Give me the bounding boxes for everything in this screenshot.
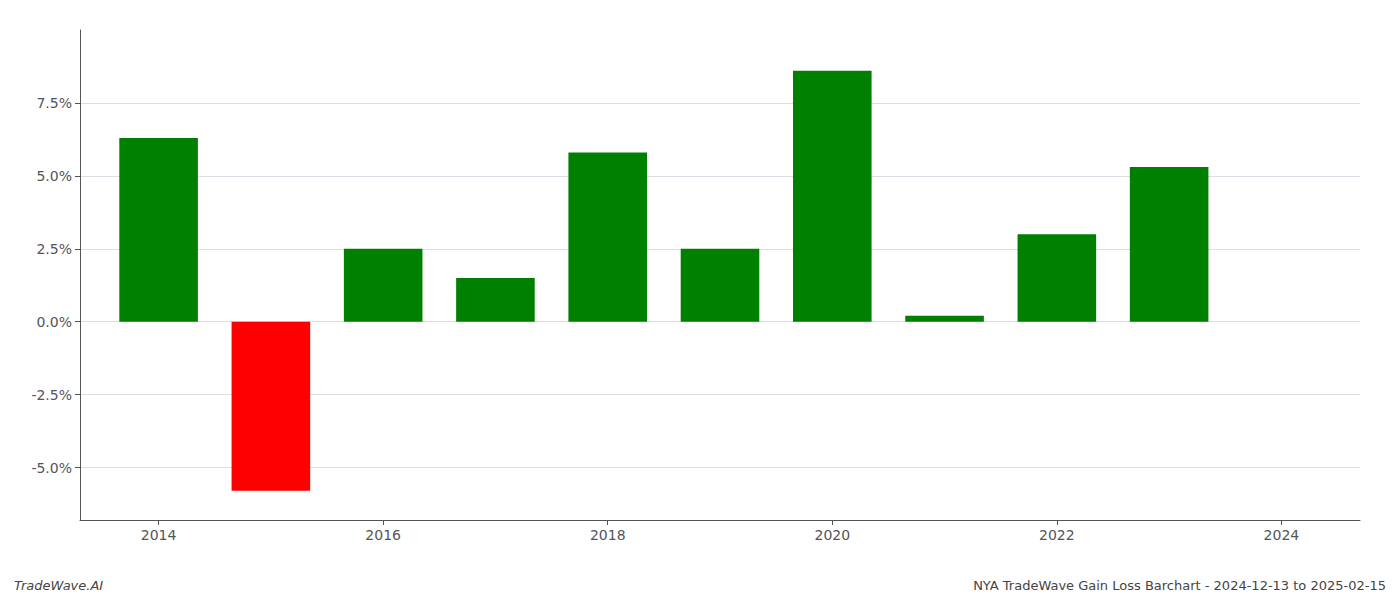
svg-text:-2.5%: -2.5% bbox=[31, 387, 72, 403]
svg-text:2020: 2020 bbox=[814, 527, 850, 543]
svg-text:-5.0%: -5.0% bbox=[31, 460, 72, 476]
svg-text:2016: 2016 bbox=[365, 527, 401, 543]
svg-text:2.5%: 2.5% bbox=[36, 241, 72, 257]
svg-text:2024: 2024 bbox=[1264, 527, 1300, 543]
svg-text:2018: 2018 bbox=[590, 527, 626, 543]
svg-text:0.0%: 0.0% bbox=[36, 314, 72, 330]
svg-text:7.5%: 7.5% bbox=[36, 95, 72, 111]
svg-text:2022: 2022 bbox=[1039, 527, 1075, 543]
svg-text:2014: 2014 bbox=[141, 527, 177, 543]
svg-text:TradeWave.AI: TradeWave.AI bbox=[14, 578, 103, 593]
svg-text:NYA TradeWave Gain Loss Barcha: NYA TradeWave Gain Loss Barchart - 2024-… bbox=[973, 578, 1386, 593]
svg-text:5.0%: 5.0% bbox=[36, 168, 72, 184]
